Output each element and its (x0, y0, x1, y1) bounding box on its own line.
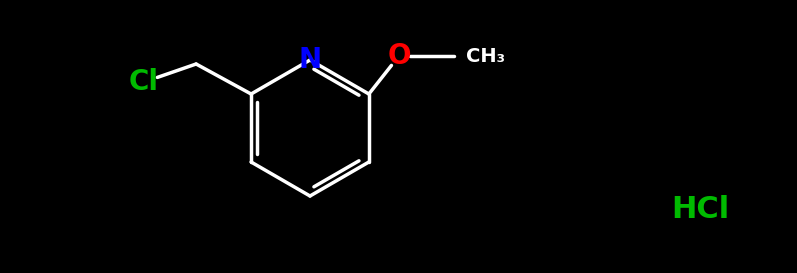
Text: O: O (387, 42, 410, 70)
Text: HCl: HCl (671, 195, 729, 224)
Text: N: N (298, 46, 321, 74)
Text: CH₃: CH₃ (466, 46, 505, 66)
Text: Cl: Cl (129, 68, 159, 96)
